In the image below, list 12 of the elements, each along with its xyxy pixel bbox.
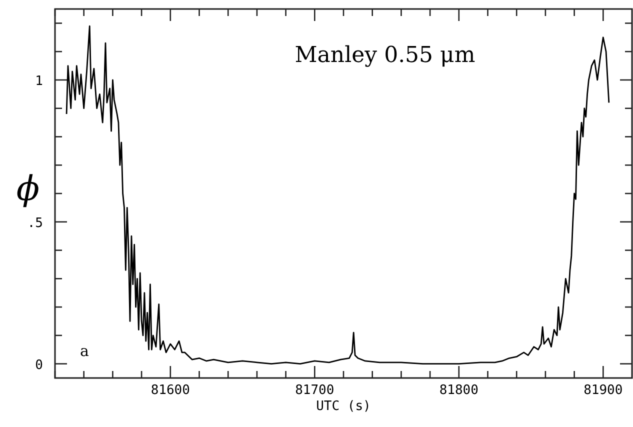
y-axis-title: ϕ	[16, 169, 40, 209]
annotation: a	[80, 342, 89, 360]
x-tick-label: 81900	[584, 383, 623, 398]
x-axis-title: UTC (s)	[316, 399, 371, 414]
text: Manley 0.55 μm	[294, 43, 476, 68]
x-tick-label: 81800	[439, 383, 478, 398]
x-tick-label: 81600	[150, 383, 190, 398]
y-tick-label: .5	[27, 216, 43, 231]
line-series	[66, 25, 610, 365]
y-tick-label: 0	[35, 358, 43, 373]
y-tick-label: 1	[35, 74, 43, 89]
x-tick-label: 81700	[295, 383, 334, 398]
